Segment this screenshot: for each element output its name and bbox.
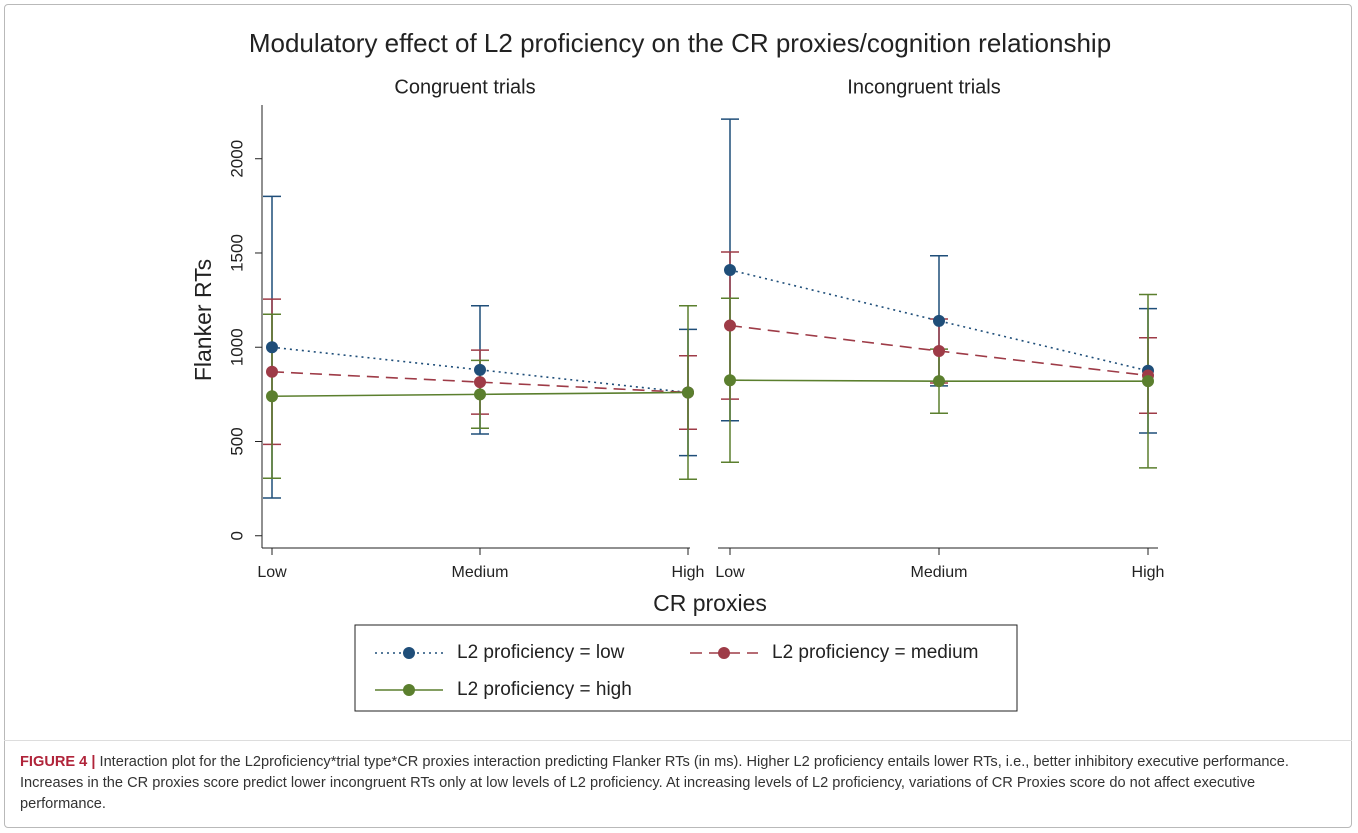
x-axis-label: CR proxies	[653, 590, 767, 616]
y-tick-label: 2000	[227, 140, 246, 178]
caption-label: FIGURE 4 |	[20, 754, 96, 770]
x-tick-label: Low	[257, 564, 287, 581]
chart-title: Modulatory effect of L2 proficiency on t…	[249, 28, 1111, 58]
data-point	[724, 374, 736, 387]
y-tick-label: 0	[227, 531, 246, 540]
panel-title: Congruent trials	[394, 76, 535, 98]
figure-frame	[4, 4, 1352, 828]
legend-label: L2 proficiency = high	[457, 679, 632, 700]
legend-box	[354, 624, 1018, 712]
panel-title: Incongruent trials	[847, 76, 1000, 98]
y-tick-label: 500	[227, 427, 246, 455]
data-point	[266, 341, 278, 354]
data-point	[1142, 375, 1154, 388]
legend-marker	[718, 647, 730, 659]
y-tick-label: 1500	[227, 234, 246, 272]
data-point	[474, 388, 486, 401]
legend-marker	[403, 684, 415, 696]
data-point	[266, 365, 278, 378]
chart: Modulatory effect of L2 proficiency on t…	[190, 28, 1165, 712]
data-point	[933, 345, 945, 358]
data-point	[682, 386, 694, 399]
series-line	[271, 370, 689, 394]
series-line	[271, 346, 689, 394]
x-tick-label: Medium	[452, 564, 509, 581]
x-tick-label: Medium	[911, 564, 968, 581]
legend-label: L2 proficiency = low	[457, 642, 625, 663]
legend-marker	[403, 647, 415, 659]
data-point	[724, 319, 736, 332]
legend-label: L2 proficiency = medium	[772, 642, 978, 663]
x-tick-label: High	[1132, 564, 1165, 581]
separator	[4, 740, 1352, 741]
caption-text: Interaction plot for the L2proficiency*t…	[20, 754, 1289, 812]
data-point	[266, 390, 278, 403]
data-point	[933, 375, 945, 388]
data-point	[933, 314, 945, 327]
x-tick-label: Low	[715, 564, 745, 581]
data-point	[474, 376, 486, 389]
data-point	[724, 263, 736, 276]
data-point	[474, 363, 486, 376]
y-axis-label: Flanker RTs	[190, 259, 216, 381]
y-tick-label: 1000	[227, 328, 246, 366]
caption: FIGURE 4 | Interaction plot for the L2pr…	[20, 752, 1340, 815]
x-tick-label: High	[672, 564, 705, 581]
